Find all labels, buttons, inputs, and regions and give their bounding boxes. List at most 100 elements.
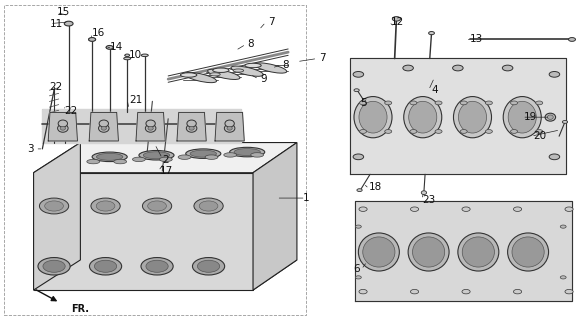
Text: 23: 23 — [423, 195, 436, 205]
Ellipse shape — [410, 101, 417, 105]
Ellipse shape — [459, 101, 486, 133]
Ellipse shape — [404, 97, 442, 138]
Ellipse shape — [413, 237, 445, 267]
Ellipse shape — [503, 97, 542, 138]
Text: 8: 8 — [282, 60, 289, 70]
Ellipse shape — [363, 237, 395, 267]
Ellipse shape — [106, 46, 113, 49]
Polygon shape — [34, 260, 297, 290]
Ellipse shape — [43, 260, 65, 272]
Ellipse shape — [178, 155, 191, 159]
Ellipse shape — [224, 153, 236, 157]
Ellipse shape — [429, 32, 435, 35]
Ellipse shape — [354, 89, 359, 92]
Text: 8: 8 — [247, 39, 254, 49]
Ellipse shape — [547, 115, 553, 119]
Ellipse shape — [359, 101, 387, 133]
Ellipse shape — [106, 45, 113, 49]
Ellipse shape — [194, 198, 223, 214]
Ellipse shape — [192, 258, 225, 275]
Ellipse shape — [485, 101, 492, 105]
Ellipse shape — [225, 120, 234, 127]
Ellipse shape — [536, 130, 543, 133]
Ellipse shape — [549, 71, 560, 77]
Ellipse shape — [146, 120, 155, 127]
Ellipse shape — [462, 289, 470, 294]
Text: 15: 15 — [57, 7, 70, 18]
Ellipse shape — [453, 97, 492, 138]
Ellipse shape — [186, 149, 221, 158]
Ellipse shape — [458, 233, 499, 271]
Text: 18: 18 — [369, 182, 382, 192]
Ellipse shape — [92, 152, 127, 162]
Ellipse shape — [460, 101, 467, 105]
Ellipse shape — [113, 159, 126, 164]
Text: 17: 17 — [159, 166, 173, 176]
Ellipse shape — [60, 126, 65, 130]
Ellipse shape — [159, 157, 172, 162]
Ellipse shape — [58, 120, 68, 127]
Ellipse shape — [139, 150, 174, 160]
Ellipse shape — [64, 21, 73, 26]
Ellipse shape — [230, 147, 265, 157]
Text: 19: 19 — [524, 112, 537, 122]
Ellipse shape — [99, 124, 109, 132]
Ellipse shape — [513, 289, 522, 294]
Text: 2: 2 — [162, 155, 169, 165]
Text: 1: 1 — [303, 193, 309, 203]
Ellipse shape — [184, 72, 216, 83]
Text: 7: 7 — [268, 17, 274, 27]
Ellipse shape — [227, 126, 232, 130]
Ellipse shape — [89, 38, 96, 41]
Polygon shape — [42, 109, 241, 142]
Polygon shape — [89, 112, 118, 141]
Ellipse shape — [510, 130, 517, 133]
Ellipse shape — [560, 225, 566, 228]
Ellipse shape — [255, 63, 287, 73]
Ellipse shape — [513, 207, 522, 212]
Text: 4: 4 — [432, 85, 438, 95]
Polygon shape — [34, 142, 81, 290]
Text: 10: 10 — [129, 50, 142, 60]
Ellipse shape — [359, 130, 366, 133]
Text: 22: 22 — [65, 106, 78, 116]
Ellipse shape — [359, 207, 367, 212]
Ellipse shape — [101, 126, 106, 130]
Ellipse shape — [125, 54, 129, 57]
Ellipse shape — [233, 69, 243, 72]
Ellipse shape — [189, 126, 194, 130]
Ellipse shape — [507, 233, 549, 271]
Ellipse shape — [190, 150, 216, 157]
Polygon shape — [48, 112, 78, 141]
Ellipse shape — [208, 69, 240, 79]
Ellipse shape — [132, 157, 145, 162]
Polygon shape — [34, 173, 253, 290]
Ellipse shape — [385, 130, 392, 133]
Ellipse shape — [250, 153, 263, 157]
Ellipse shape — [421, 191, 426, 195]
Ellipse shape — [186, 124, 197, 132]
Text: 5: 5 — [360, 98, 367, 108]
Ellipse shape — [89, 37, 96, 41]
Ellipse shape — [210, 73, 220, 76]
Ellipse shape — [403, 65, 413, 71]
Ellipse shape — [123, 57, 131, 60]
Ellipse shape — [145, 124, 156, 132]
Text: 14: 14 — [109, 42, 123, 52]
Ellipse shape — [96, 153, 123, 160]
Polygon shape — [356, 201, 572, 301]
Ellipse shape — [358, 233, 399, 271]
Ellipse shape — [410, 207, 419, 212]
Ellipse shape — [565, 289, 573, 294]
Ellipse shape — [356, 225, 361, 228]
Ellipse shape — [213, 68, 229, 72]
Ellipse shape — [462, 237, 495, 267]
Text: 22: 22 — [49, 82, 63, 92]
Ellipse shape — [96, 201, 115, 211]
Ellipse shape — [142, 198, 172, 214]
Ellipse shape — [205, 155, 218, 159]
Text: FR.: FR. — [72, 304, 89, 314]
Ellipse shape — [562, 121, 567, 124]
Ellipse shape — [199, 201, 218, 211]
Ellipse shape — [435, 101, 442, 105]
